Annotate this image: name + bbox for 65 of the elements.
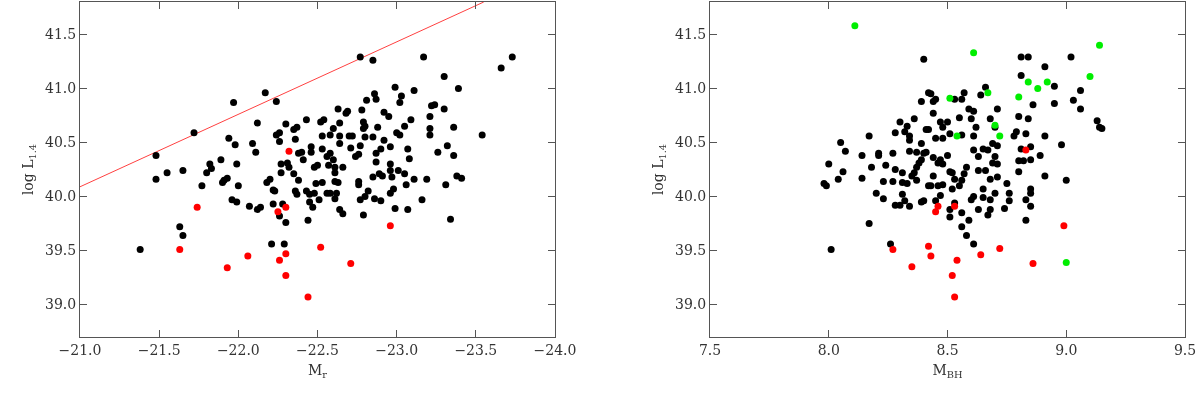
x-axis-title: M$_{r}$ — [307, 362, 328, 381]
point — [317, 243, 325, 251]
point — [1086, 73, 1094, 81]
point — [951, 293, 959, 301]
x-tick-label: −23.0 — [375, 341, 419, 358]
x-tick-label: 9.0 — [1055, 341, 1078, 358]
point — [282, 250, 290, 258]
y-tick-label: 39.0 — [675, 296, 707, 313]
y-tick-label: 40.5 — [675, 134, 707, 151]
point — [1062, 258, 1070, 266]
y-tick-label: 39.5 — [675, 242, 707, 259]
y-tick-label: 41.5 — [45, 26, 77, 43]
point — [1022, 146, 1030, 154]
point — [953, 132, 961, 140]
point — [996, 132, 1004, 140]
x-tick-label: −22.0 — [216, 341, 260, 358]
point — [304, 293, 312, 301]
y-tick-label: 39.0 — [45, 296, 77, 313]
point — [927, 252, 935, 260]
x-tick-label: 9.5 — [1173, 341, 1197, 358]
point — [889, 245, 897, 253]
y-tick-label: 40.0 — [675, 188, 707, 205]
point — [851, 22, 859, 30]
point — [386, 222, 394, 230]
point — [1060, 222, 1068, 230]
point — [948, 271, 956, 279]
y-tick-label: 39.5 — [45, 242, 77, 259]
point — [176, 245, 184, 253]
x-tick-label: −21.5 — [137, 341, 181, 358]
x-tick-label: 7.5 — [698, 341, 722, 358]
y-tick-label: 41.0 — [45, 80, 77, 97]
point — [953, 256, 961, 264]
x-tick-label: 8.0 — [817, 341, 840, 358]
x-tick-label: −21.0 — [58, 341, 102, 358]
point — [984, 89, 992, 97]
point — [347, 260, 355, 268]
point — [274, 208, 282, 216]
point — [1015, 93, 1023, 101]
y-tick-label: 41.0 — [675, 80, 707, 97]
y-tick-label: 41.5 — [675, 26, 707, 43]
point — [934, 202, 942, 210]
point — [285, 147, 293, 155]
point — [925, 242, 932, 250]
point — [908, 263, 916, 271]
point — [244, 252, 252, 260]
point — [1029, 260, 1037, 268]
point — [276, 256, 283, 264]
x-tick-label: −23.5 — [454, 341, 498, 358]
point — [1043, 78, 1051, 86]
point — [970, 49, 978, 57]
point — [946, 94, 954, 102]
point — [1096, 41, 1103, 49]
x-tick-label: −24.0 — [533, 341, 577, 358]
y-tick-label: 40.5 — [45, 134, 77, 151]
point — [1034, 84, 1042, 92]
x-axis-title: M$_{BH}$ — [932, 362, 963, 381]
point — [1024, 78, 1032, 86]
point — [223, 264, 231, 272]
point — [282, 271, 290, 279]
point — [977, 251, 985, 259]
y-tick-label: 40.0 — [45, 188, 77, 205]
x-tick-label: 8.5 — [936, 341, 959, 358]
x-tick-label: −22.5 — [296, 341, 339, 358]
point — [996, 244, 1004, 252]
point — [193, 203, 201, 211]
